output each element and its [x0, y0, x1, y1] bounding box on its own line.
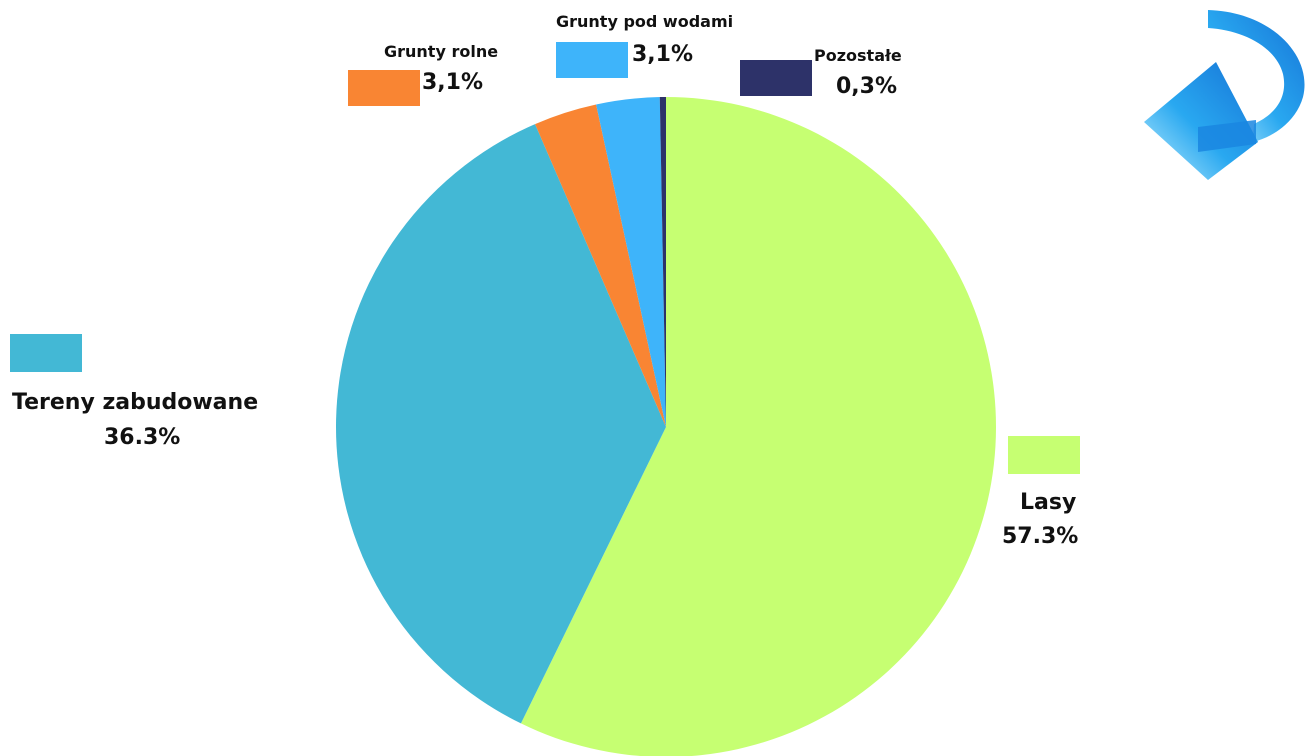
label-grunty-rolne: Grunty rolne	[384, 42, 499, 61]
value-grunty-rolne: 3,1%	[422, 70, 484, 95]
curved-arrow-icon	[1144, 10, 1305, 180]
legend-swatch-pozostale	[740, 60, 812, 96]
pie-slice-grunty-pod-wodami	[596, 97, 666, 428]
pie-slice-lasy	[520, 97, 996, 756]
value-grunty-pod-wodami: 3,1%	[632, 42, 694, 67]
legend-swatch-tereny-zabudowane	[10, 334, 82, 372]
label-lasy: Lasy	[1020, 490, 1077, 515]
label-tereny-zabudowane: Tereny zabudowane	[12, 390, 259, 415]
value-pozostale: 0,3%	[836, 74, 898, 99]
pie-slices	[336, 97, 996, 756]
legend-swatch-grunty-pod-wodami	[556, 42, 628, 78]
pie-slice-grunty-rolne	[535, 104, 666, 427]
label-grunty-pod-wodami: Grunty pod wodami	[556, 12, 734, 31]
value-tereny-zabudowane: 36.3%	[104, 425, 181, 450]
pie-slice-tereny-zabudowane	[336, 124, 666, 724]
label-pozostale: Pozostałe	[814, 46, 902, 65]
value-lasy: 57.3%	[1002, 524, 1079, 549]
legend-swatch-lasy	[1008, 436, 1080, 474]
legend-swatch-grunty-rolne	[348, 70, 420, 106]
pie-slice-pozostałe	[659, 97, 666, 427]
